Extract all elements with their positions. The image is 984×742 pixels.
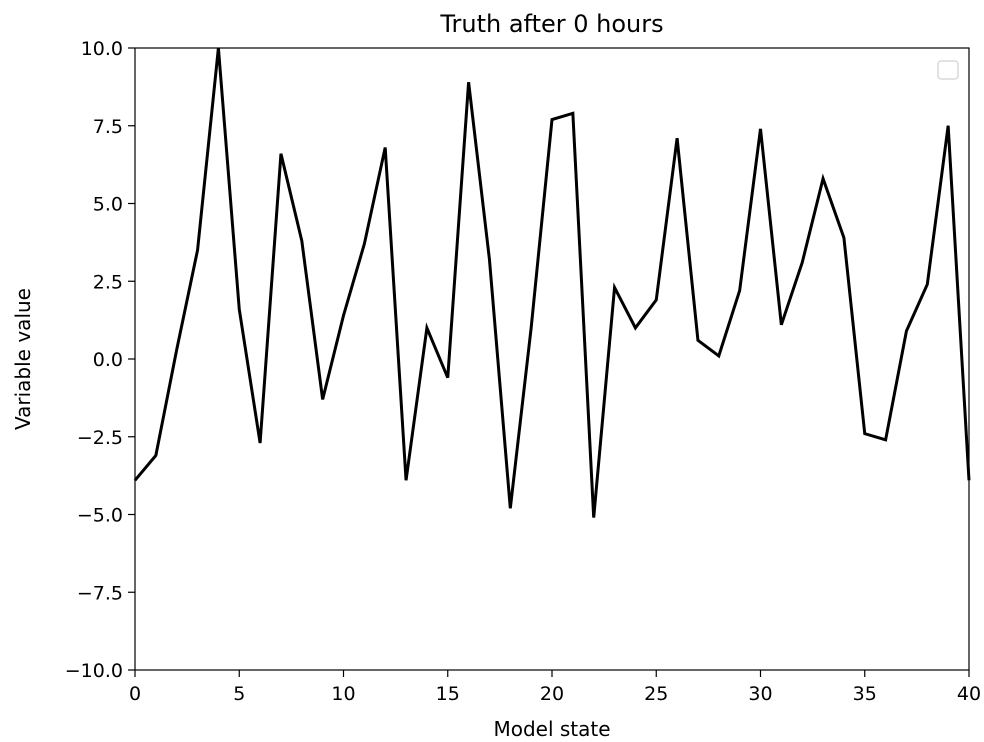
y-axis-ticks: −10.0 −7.5 −5.0 −2.5 0.0 2.5 5.0 7.5 10.0 (65, 38, 135, 682)
y-tick-label: 0.0 (93, 349, 123, 371)
legend-box (937, 60, 959, 80)
x-tick-label: 5 (233, 683, 245, 705)
plot-marks (133, 47, 971, 518)
y-tick-label: −10.0 (65, 660, 123, 682)
x-tick-label: 40 (957, 683, 981, 705)
y-tick-label: −7.5 (77, 582, 123, 604)
y-tick-label: 7.5 (93, 116, 123, 138)
x-tick-label: 30 (748, 683, 772, 705)
y-tick-label: −5.0 (77, 505, 123, 527)
x-tick-label: 10 (331, 683, 355, 705)
x-axis-title: Model state (493, 717, 610, 738)
plot-frame (134, 47, 970, 671)
chart-title: Truth after 0 hours (439, 10, 663, 38)
y-tick-label: 10.0 (81, 38, 123, 60)
y-axis-title: Variable value (11, 288, 35, 430)
x-tick-label: 20 (540, 683, 564, 705)
x-axis-ticks: 0 5 10 15 20 25 30 35 40 (129, 670, 981, 705)
x-tick-label: 15 (436, 683, 460, 705)
series-line-0 (133, 47, 971, 518)
y-tick-label: 5.0 (93, 194, 123, 216)
x-tick-label: 0 (129, 683, 141, 705)
y-tick-label: −2.5 (77, 427, 123, 449)
x-tick-label: 25 (644, 683, 668, 705)
x-tick-label: 35 (853, 683, 877, 705)
y-tick-label: 2.5 (93, 271, 123, 293)
